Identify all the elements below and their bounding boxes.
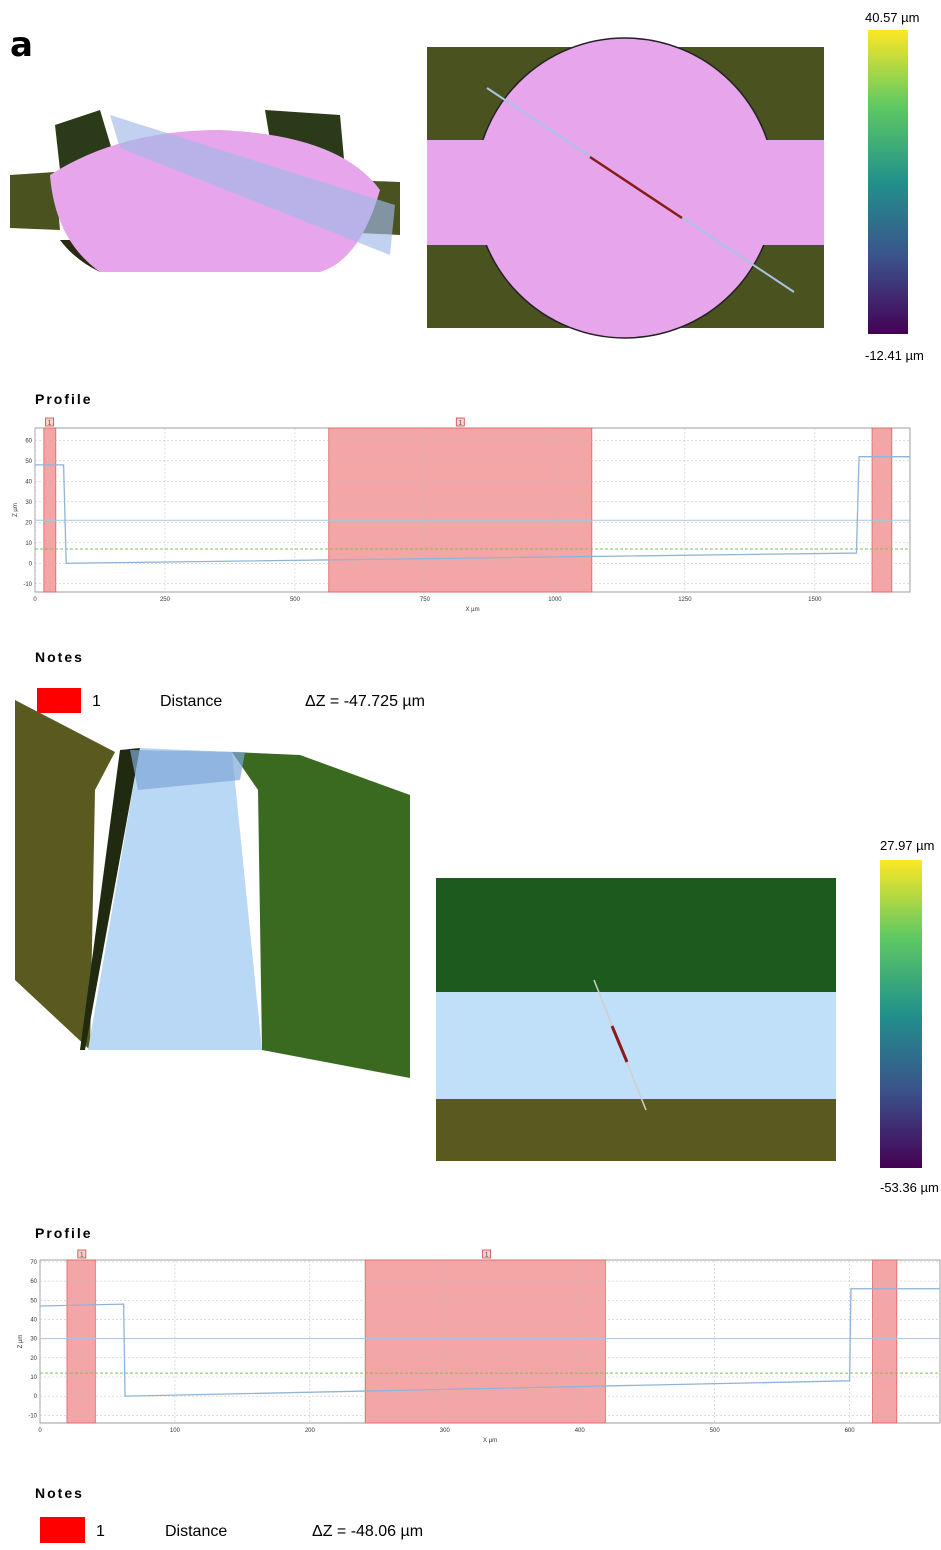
region-marker [455, 417, 465, 427]
x-axis-label: X µm [483, 1438, 497, 1444]
y-tick-label: 40 [30, 1317, 37, 1323]
y-tick-label: 20 [25, 520, 32, 526]
region-marker [77, 1249, 87, 1259]
y-tick-label: 10 [25, 541, 32, 547]
x-tick-label: 300 [440, 1428, 451, 1434]
x-tick-label: 1500 [808, 597, 822, 603]
y-tick-label: -10 [28, 1413, 37, 1419]
panel-label: a [10, 25, 33, 65]
region [66, 1259, 96, 1424]
colorbar-max: 27.97 µm [880, 838, 934, 853]
y-tick-label: 50 [25, 459, 32, 465]
region [328, 427, 593, 593]
colorbar [868, 30, 908, 334]
note-value: ΔZ = -47.725 µm [305, 693, 425, 710]
x-axis-label: X µm [465, 607, 479, 613]
colorbar [880, 860, 922, 1168]
render-3d [10, 110, 400, 272]
y-tick-label: 10 [30, 1375, 37, 1381]
colorbar-min: -53.36 µm [880, 1180, 939, 1195]
x-tick-label: 1000 [548, 597, 562, 603]
region-marker [45, 417, 54, 427]
x-tick-label: 0 [33, 597, 37, 603]
x-tick-label: 500 [710, 1428, 721, 1434]
note-value: ΔZ = -48.06 µm [312, 1523, 423, 1540]
note-type: Distance [165, 1523, 227, 1540]
y-tick-label: 60 [30, 1279, 37, 1285]
y-tick-label: 70 [30, 1260, 37, 1266]
y-axis-label: Z µm [18, 1335, 24, 1349]
region [43, 427, 57, 593]
profile-line [39, 1288, 940, 1397]
top-view [427, 37, 824, 339]
x-tick-label: 400 [575, 1428, 586, 1434]
chart-title: Profile [35, 391, 93, 407]
note-id: 1 [96, 1523, 105, 1540]
y-tick-label: 30 [30, 1337, 37, 1343]
region-marker-label: 1 [485, 1253, 489, 1259]
x-tick-label: 0 [38, 1428, 42, 1434]
x-tick-label: 600 [845, 1428, 856, 1434]
profile-line [35, 456, 910, 564]
region-marker-label: 1 [80, 1253, 84, 1259]
x-tick-label: 250 [160, 597, 171, 603]
note-id: 1 [92, 693, 101, 710]
notes-title: Notes [35, 1485, 84, 1501]
region [871, 427, 893, 593]
y-tick-label: 0 [34, 1394, 38, 1400]
y-tick-label: 0 [29, 561, 33, 567]
y-tick-label: 50 [30, 1298, 37, 1304]
x-tick-label: 1250 [678, 597, 692, 603]
top-view [436, 878, 836, 1161]
y-axis-label: Z µm [13, 503, 19, 517]
x-tick-label: 500 [290, 597, 301, 603]
region [872, 1259, 898, 1424]
y-tick-label: -10 [23, 582, 32, 588]
note-type: Distance [160, 693, 222, 710]
region [364, 1259, 606, 1424]
y-tick-label: 20 [30, 1356, 37, 1362]
render-3d [15, 700, 410, 1078]
region-marker-label: 1 [459, 421, 463, 427]
y-tick-label: 30 [25, 500, 32, 506]
note-swatch [37, 688, 81, 713]
notes-title: Notes [35, 649, 84, 665]
chart-title: Profile [35, 1225, 93, 1241]
x-tick-label: 100 [170, 1428, 181, 1434]
x-tick-label: 200 [305, 1428, 316, 1434]
note-swatch [40, 1517, 85, 1543]
region-marker-label: 1 [48, 421, 52, 427]
colorbar-max: 40.57 µm [865, 10, 919, 25]
colorbar-min: -12.41 µm [865, 348, 924, 363]
region-marker [482, 1249, 492, 1259]
y-tick-label: 40 [25, 479, 32, 485]
x-tick-label: 750 [420, 597, 431, 603]
y-tick-label: 60 [25, 438, 32, 444]
